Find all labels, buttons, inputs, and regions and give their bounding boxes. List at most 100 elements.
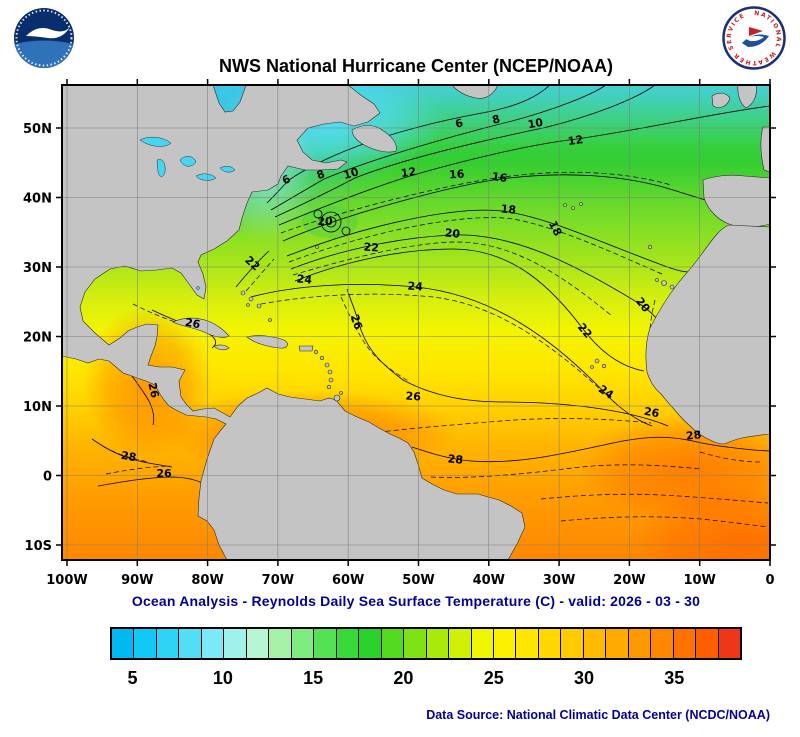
map-graphic xyxy=(315,245,319,249)
land-ireland xyxy=(711,92,731,108)
lat-label: 10N xyxy=(23,400,52,415)
contour-20 xyxy=(290,234,661,325)
contour-26-pacific-n xyxy=(127,370,155,426)
map-graphic xyxy=(327,369,333,375)
land-greenland-tip xyxy=(451,85,499,99)
map-frame xyxy=(61,84,771,561)
contour-dashed-19 xyxy=(288,217,663,275)
noaa-emblem-icon xyxy=(14,8,74,69)
contour-dashed-25 xyxy=(260,293,616,404)
land-masses xyxy=(62,85,770,560)
colorbar xyxy=(110,627,742,660)
map-graphic xyxy=(196,286,200,290)
lat-label: 30N xyxy=(23,261,52,276)
land-americas xyxy=(62,85,526,560)
contour-value-label: 26 xyxy=(643,405,661,421)
contour-value-label: 6 xyxy=(454,116,465,131)
contour-value-label: 18 xyxy=(546,219,564,238)
colorbar-cell xyxy=(426,629,450,658)
contour-value-label: 28 xyxy=(685,428,702,443)
data-source-note: Data Source: National Climatic Data Cent… xyxy=(426,708,770,722)
contour-value-label: 26 xyxy=(145,381,161,399)
map-graphic xyxy=(647,244,653,250)
nws-logo: NATIONAL WEATHER SERVICE xyxy=(722,6,786,70)
contour-22-west xyxy=(235,250,270,288)
colorbar-tick-label: 15 xyxy=(303,668,324,688)
nws-flag-icon xyxy=(749,27,763,36)
y-axis-labels: 50N 40N 30N 20N 10N 0 10S xyxy=(23,122,52,554)
lon-label: 20W xyxy=(613,573,645,588)
colorbar-cell xyxy=(583,629,607,658)
map-graphic xyxy=(313,349,319,355)
gulf-stream-eddy-patch xyxy=(302,206,358,238)
contour-dashed-s2 xyxy=(560,516,769,528)
lon-label: 90W xyxy=(121,573,153,588)
colorbar-cell xyxy=(336,629,360,658)
contour-value-label: 10 xyxy=(527,116,545,132)
colorbar-cell xyxy=(112,629,135,658)
lat-label: 50N xyxy=(23,122,52,137)
contour-dashed-gulf xyxy=(132,303,182,325)
contour-18 xyxy=(286,209,690,273)
colorbar-cell xyxy=(628,629,652,658)
map-graphic xyxy=(563,203,567,207)
land-jamaica xyxy=(213,344,230,351)
colorbar-cell xyxy=(314,629,337,658)
colorbar-cell xyxy=(651,629,674,658)
contour-dashed-25s xyxy=(340,296,411,383)
contour-value-label: 10 xyxy=(342,165,361,182)
contour-value-label: 26 xyxy=(348,313,365,332)
contour-24 xyxy=(250,284,653,427)
map-graphic xyxy=(246,303,250,307)
lat-label: 20N xyxy=(23,331,52,346)
lon-label: 80W xyxy=(191,573,223,588)
map-graphic xyxy=(195,173,217,181)
contour-value-label: 26 xyxy=(184,316,202,332)
colorbar-cell xyxy=(538,629,562,658)
contour-8 xyxy=(270,85,607,211)
great-lakes xyxy=(139,136,236,290)
land-britain xyxy=(737,85,757,109)
contour-12 xyxy=(278,105,770,226)
contour-value-label: 16 xyxy=(491,170,508,185)
contour-value-label: 24 xyxy=(296,272,313,287)
map-graphic xyxy=(571,206,575,210)
colorbar-cell xyxy=(471,629,494,658)
map-graphic xyxy=(655,278,659,282)
warm-se xyxy=(632,487,770,560)
lon-label: 30W xyxy=(543,573,575,588)
colorbar-cell xyxy=(179,629,202,658)
map-graphic xyxy=(240,290,246,296)
map-graphic xyxy=(324,362,330,368)
map-graphic xyxy=(601,363,607,369)
lat-label: 0 xyxy=(43,470,52,485)
colorbar-cell xyxy=(718,629,741,658)
nws-bird-icon xyxy=(746,35,764,42)
colorbar-cell xyxy=(449,629,472,658)
lon-label: 50W xyxy=(402,573,434,588)
contour-value-label: 20 xyxy=(317,215,333,228)
map-graphic xyxy=(579,202,583,206)
lon-label: 100W xyxy=(46,573,87,588)
colorbar-cell xyxy=(201,629,225,658)
contour-dashed-21w xyxy=(245,258,275,292)
colorbar-cell xyxy=(224,629,247,658)
contour-value-label: 28 xyxy=(120,449,137,464)
colorbar-tick-label: 20 xyxy=(393,668,414,688)
map-graphic xyxy=(669,284,675,290)
map-graphic xyxy=(661,280,667,286)
contour-value-label: 20 xyxy=(444,226,461,241)
map-graphic xyxy=(179,156,197,167)
contour-dashed-guinea xyxy=(699,451,761,463)
lon-label: 70W xyxy=(262,573,294,588)
contour-dashed-pac1 xyxy=(103,446,150,463)
contour-22 xyxy=(294,248,645,372)
eddy-ring xyxy=(320,211,342,233)
contour-value-label: 18 xyxy=(500,202,517,217)
map-canvas xyxy=(62,85,770,560)
colorbar-tick-label: 30 xyxy=(573,668,595,688)
colorbar-cells xyxy=(112,629,741,658)
colorbar-cell xyxy=(359,629,382,658)
contour-26-pacific-s xyxy=(97,476,208,487)
